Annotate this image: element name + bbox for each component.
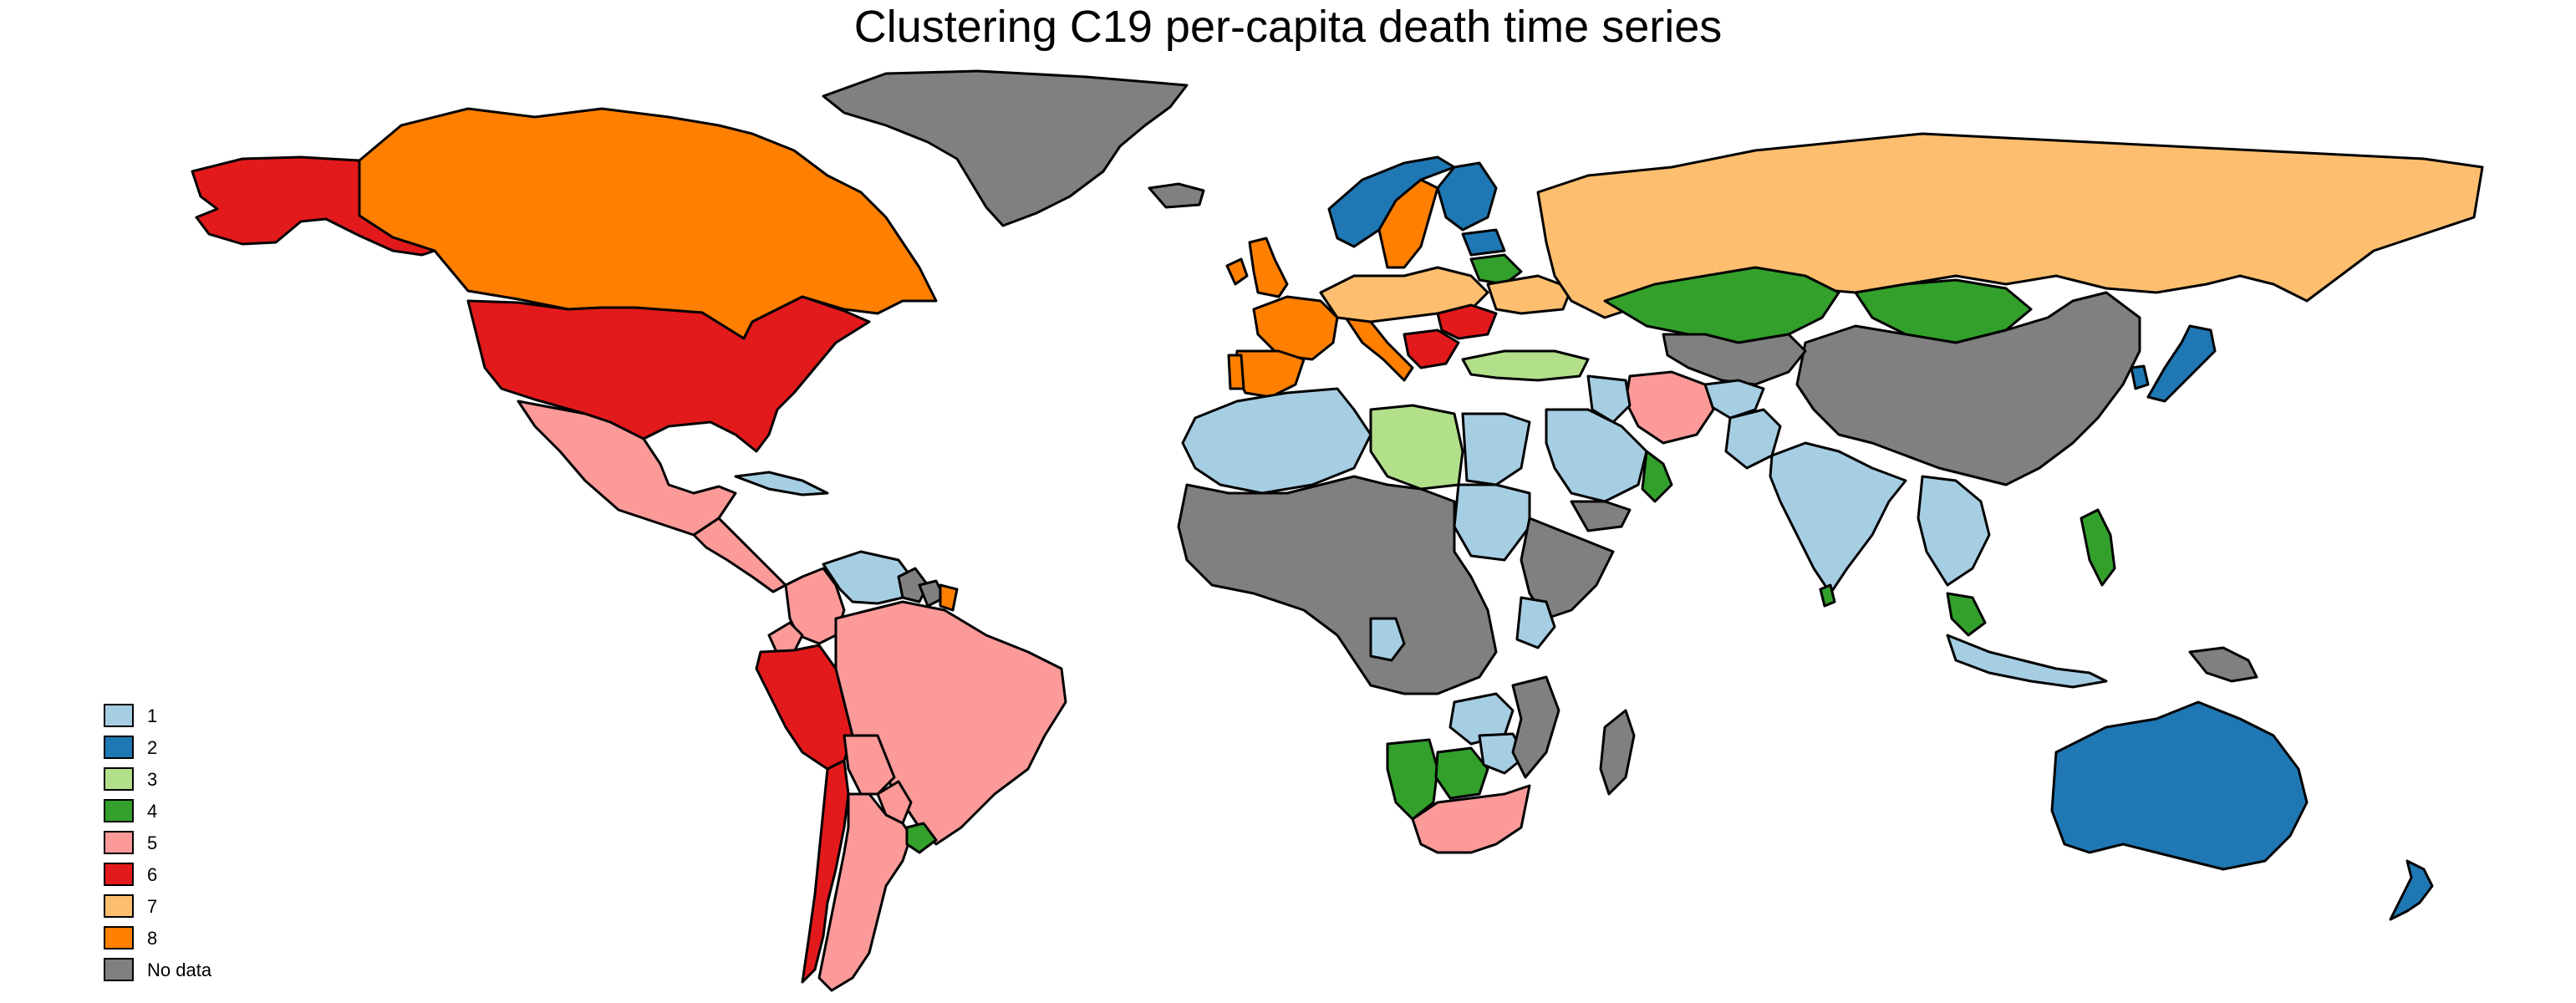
country-iceland: Iceland [1148, 182, 1205, 209]
legend-swatch [104, 736, 134, 759]
country-horn-of-africa: Horn of Africa [1520, 517, 1615, 620]
legend-label: 3 [147, 769, 158, 790]
country-egypt: Egypt [1461, 412, 1531, 486]
country-canada: Canada [358, 107, 938, 340]
country-balkans: Balkans [1403, 328, 1460, 369]
country-libya: Libya [1369, 404, 1464, 491]
country-kazakhstan: Kazakhstan [1603, 266, 1840, 344]
country-italy: Italy [1344, 316, 1414, 382]
country-iraq: Iraq [1586, 374, 1632, 424]
legend-swatch [104, 767, 134, 791]
country-india: India [1769, 441, 1907, 595]
country-greenland: Greenland [822, 69, 1189, 227]
country-kenya: Kenya [1515, 596, 1556, 649]
country-central-america: Central America [692, 517, 787, 593]
country-bolivia: Bolivia [843, 734, 896, 796]
country-ireland: Ireland [1225, 257, 1249, 286]
country-southeast-asia: Southeast Asia [1917, 475, 1991, 587]
country-saudi-arabia: Saudi Arabia [1545, 408, 1648, 503]
country-spain: Spain [1234, 349, 1306, 399]
country-ukraine: Ukraine [1486, 274, 1573, 315]
country-sudan: Sudan [1453, 483, 1531, 562]
country-finland: Finland [1436, 161, 1498, 232]
country-papua-new-guinea: Papua New Guinea [2188, 646, 2258, 683]
legend-label: 8 [147, 928, 158, 949]
country-botswana: Botswana [1434, 746, 1489, 800]
country-uruguay: Uruguay [905, 822, 938, 854]
legend-label: 4 [147, 801, 158, 822]
country-malaysia: Malaysia [1946, 592, 1987, 637]
country-new-zealand: New Zealand [2389, 859, 2434, 921]
country-belarus: Belarus [1469, 253, 1523, 286]
country-sahel-and-central-africa: Sahel and Central Africa [1177, 475, 1498, 695]
country-french-guiana: French Guiana [939, 583, 959, 612]
legend-label: 2 [147, 737, 158, 758]
legend-label: 5 [147, 832, 158, 853]
country-mongolia: Mongolia [1854, 278, 2033, 344]
country-south-africa: South Africa [1411, 784, 1531, 854]
country-iran: Iran [1624, 370, 1715, 445]
country-oman: Oman [1641, 450, 1673, 503]
country-sri-lanka: Sri Lanka [1819, 583, 1836, 608]
legend-swatch [104, 894, 134, 918]
country-turkey: Turkey [1461, 349, 1590, 382]
country-central-europe: Central Europe [1319, 266, 1489, 323]
country-france: France [1252, 295, 1339, 361]
country-portugal: Portugal [1227, 354, 1245, 390]
legend-swatch [104, 831, 134, 854]
legend-label: 1 [147, 705, 158, 726]
country-alaska: Alaska [191, 155, 436, 257]
legend-swatch [104, 863, 134, 886]
country-baltic: Baltic [1461, 228, 1506, 257]
legend-label: 7 [147, 896, 158, 917]
country-china: China [1795, 291, 2141, 486]
country-central-asia: Central Asia [1662, 333, 1807, 386]
country-mexico: Mexico [517, 400, 737, 537]
country-romania: Romania [1436, 303, 1498, 340]
legend-swatch [104, 958, 134, 981]
country-japan: Japan [2146, 324, 2217, 403]
country-madagascar: Madagascar [1599, 709, 1636, 796]
country-australia: Australia [2050, 700, 2309, 871]
country-north-africa: North Africa [1181, 387, 1372, 495]
country-angola: Angola [1369, 617, 1406, 662]
country-cuba: Cuba [734, 471, 829, 496]
legend-label: No data [147, 960, 212, 980]
country-philippines: Philippines [2080, 508, 2116, 587]
legend-label: 6 [147, 864, 158, 885]
country-south-korea: South Korea [2130, 364, 2150, 390]
legend-swatch [104, 704, 134, 727]
country-united-kingdom: United Kingdom [1248, 237, 1289, 298]
legend-swatch [104, 926, 134, 950]
country-indonesia: Indonesia [1946, 634, 2108, 689]
map-title: Clustering C19 per-capita death time ser… [853, 2, 1723, 52]
legend-swatch [104, 799, 134, 822]
country-yemen: Yemen [1570, 500, 1632, 532]
country-argentina: Argentina [817, 792, 913, 992]
country-mozambique: Mozambique [1511, 675, 1560, 779]
country-united-states: United States [466, 295, 871, 453]
country-sweden: Sweden [1377, 178, 1439, 269]
